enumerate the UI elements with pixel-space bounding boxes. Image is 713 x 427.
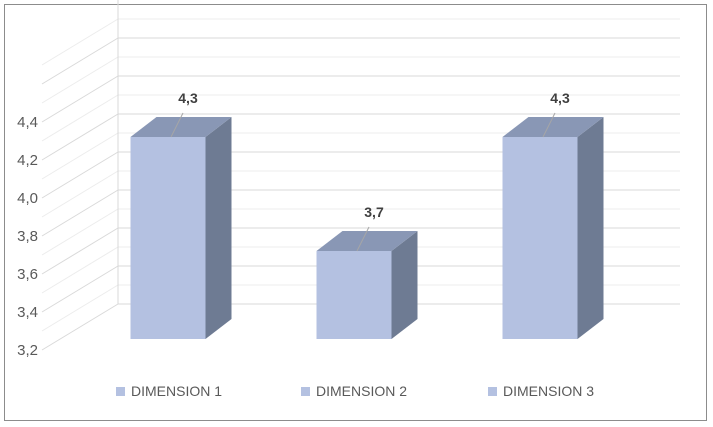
y-tick-label: 3,6: [17, 266, 38, 283]
legend-item: DIMENSION 2: [301, 383, 407, 399]
legend-item: DIMENSION 1: [116, 383, 222, 399]
y-tick-label: 3,4: [17, 304, 38, 321]
bar-side: [577, 117, 604, 339]
bar: [502, 137, 578, 339]
gridline-side: [41, 75, 119, 123]
data-label: 4,3: [178, 90, 198, 106]
gridline-side: [41, 284, 119, 332]
legend-item: DIMENSION 3: [488, 383, 594, 399]
gridline-side: [41, 113, 119, 161]
gridline-side: [41, 56, 119, 104]
data-label-leader: [170, 112, 184, 138]
bar-side: [205, 117, 232, 339]
legend-label: DIMENSION 1: [131, 383, 223, 399]
legend-label: DIMENSION 3: [503, 383, 595, 399]
gridline-side: [41, 94, 119, 142]
legend-swatch: [301, 386, 310, 396]
y-tick-label: 4,4: [17, 114, 38, 131]
bar: [130, 137, 206, 339]
gridline-side: [41, 18, 119, 66]
gridline-side: [41, 132, 119, 180]
data-label-leader: [542, 112, 556, 138]
gridline-side: [41, 265, 119, 313]
gridline-side: [41, 37, 119, 85]
legend-swatch: [488, 386, 497, 396]
data-label: 3,7: [364, 204, 384, 220]
gridline-side: [41, 227, 119, 275]
bar-side: [391, 231, 418, 339]
data-label: 4,3: [550, 90, 570, 106]
gridline-side: [41, 303, 119, 351]
bar-top: [502, 117, 604, 137]
bar: [316, 251, 392, 339]
gridline-side: [41, 189, 119, 237]
bar-top: [316, 231, 418, 251]
y-tick-label: 4,0: [17, 190, 38, 207]
y-tick-label: 3,2: [17, 342, 38, 359]
data-label-leader: [356, 226, 370, 252]
legend-label: DIMENSION 2: [316, 383, 408, 399]
bar-top: [130, 117, 232, 137]
legend: DIMENSION 1 DIMENSION 2 DIMENSION 3: [0, 383, 713, 405]
y-tick-label: 3,8: [17, 228, 38, 245]
gridline-side: [41, 246, 119, 294]
y-tick-label: 4,2: [17, 152, 38, 169]
legend-swatch: [116, 386, 125, 396]
gridline-side: [41, 170, 119, 218]
gridline-side: [41, 151, 119, 199]
gridline-side: [41, 208, 119, 256]
